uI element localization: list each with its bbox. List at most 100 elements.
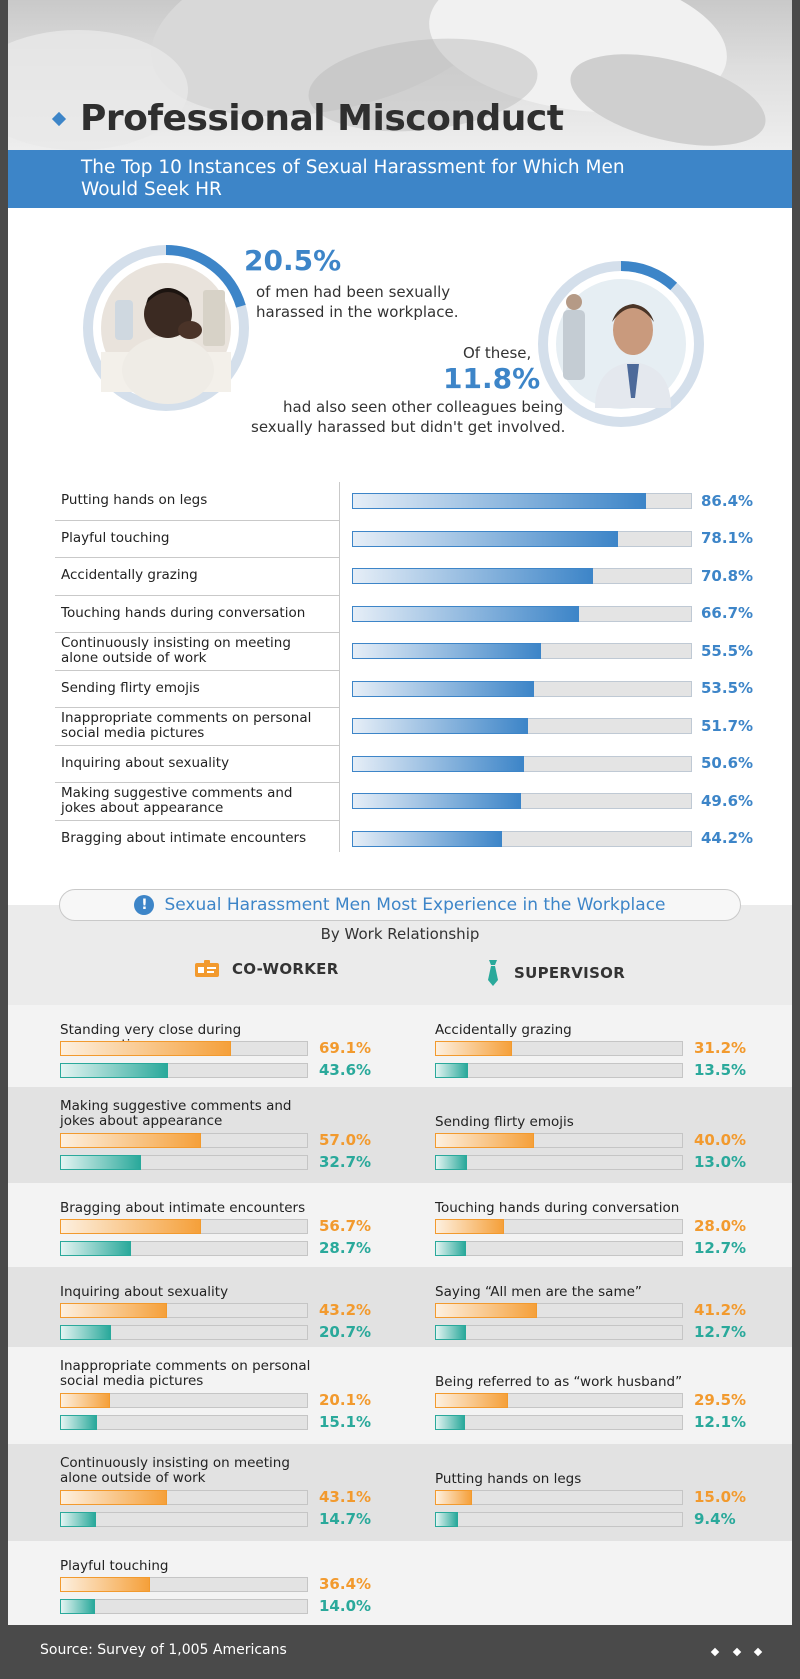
supervisor-bar <box>60 1415 98 1430</box>
footer-diamond-icon <box>753 1647 763 1657</box>
item-label: Bragging about intimate encounters <box>60 1200 306 1216</box>
page-title: Professional Misconduct <box>80 98 564 139</box>
panel-item: Continuously insisting on meeting alone … <box>8 1444 383 1541</box>
title-row: Professional Misconduct <box>51 98 564 139</box>
coworker-bar <box>60 1577 151 1592</box>
page-subtitle: The Top 10 Instances of Sexual Harassmen… <box>81 157 625 200</box>
supervisor-value-label: 15.1% <box>319 1413 372 1431</box>
supervisor-bar <box>435 1155 468 1170</box>
legend-supervisor-label: SUPERVISOR <box>514 964 626 982</box>
exclamation-icon: ! <box>134 895 155 915</box>
coworker-value-label: 41.2% <box>694 1301 747 1319</box>
row-separator <box>55 594 339 596</box>
bar-label: Putting hands on legs <box>61 492 208 509</box>
bar-label: Continuously insisting on meeting alone … <box>61 634 291 666</box>
item-label: Putting hands on legs <box>435 1471 582 1487</box>
bar-value-label: 51.7% <box>701 716 754 735</box>
chart-row: Inappropriate comments on personal socia… <box>55 707 755 745</box>
bar-label: Inquiring about sexuality <box>61 754 230 771</box>
item-label: Touching hands during conversation <box>435 1200 680 1216</box>
panel-item: Making suggestive comments and jokes abo… <box>8 1087 383 1183</box>
coworker-bar <box>60 1041 232 1056</box>
necktie-icon <box>488 960 498 986</box>
panel-item: Inappropriate comments on personal socia… <box>8 1347 383 1444</box>
chart-row: Bragging about intimate encounters 44.2% <box>55 820 755 858</box>
stat2-intro: Of these, <box>463 344 532 362</box>
row-separator <box>55 669 339 671</box>
coworker-bar <box>435 1490 473 1505</box>
bar-track <box>435 1512 683 1527</box>
coworker-bar <box>435 1041 513 1056</box>
coworker-bar <box>60 1219 201 1234</box>
supervisor-value-label: 20.7% <box>319 1323 372 1341</box>
bar <box>352 568 593 584</box>
chart-row: Continuously insisting on meeting alone … <box>55 632 755 670</box>
coworker-bar <box>60 1393 110 1408</box>
legend-coworker: CO-WORKER <box>194 960 339 978</box>
bar-value-label: 66.7% <box>701 604 754 623</box>
bar-label: Bragging about intimate encounters <box>61 829 307 846</box>
chart-row: Accidentally grazing 70.8% <box>55 557 755 595</box>
coworker-bar <box>60 1133 202 1148</box>
stat2-text-line2: sexually harassed but didn't get involve… <box>251 418 566 436</box>
section2-subtitle: By Work Relationship <box>320 925 480 943</box>
supervisor-value-label: 13.5% <box>694 1061 747 1079</box>
chart-row: Touching hands during conversation 66.7% <box>55 595 755 633</box>
chart-row: Putting hands on legs 86.4% <box>55 482 755 520</box>
supervisor-bar <box>435 1063 469 1078</box>
bar <box>352 680 534 697</box>
row-separator <box>55 744 339 746</box>
item-label: Accidentally grazing <box>435 1022 572 1038</box>
panel-item: Standing very close during conversation6… <box>8 1005 383 1087</box>
stat1-text-line2: harassed in the workplace. <box>256 303 459 321</box>
infographic: Professional Misconduct The Top 10 Insta… <box>8 0 792 1625</box>
coworker-value-label: 31.2% <box>694 1039 747 1057</box>
bar-label: Sending flirty emojis <box>61 679 200 696</box>
footer-diamond-icon <box>710 1647 720 1657</box>
panel-item: Being referred to as “work husband” 29.5%… <box>383 1347 792 1444</box>
bar-track <box>435 1063 683 1078</box>
chart-row: Playful touching 78.1% <box>55 520 755 558</box>
coworker-value-label: 20.1% <box>319 1391 372 1409</box>
supervisor-bar <box>60 1063 169 1078</box>
coworker-value-label: 69.1% <box>319 1039 372 1057</box>
footer-diamond-icon <box>732 1647 742 1657</box>
stat2-value: 11.8% <box>443 362 541 395</box>
stat1-text-line1: of men had been sexually <box>256 283 451 301</box>
supervisor-bar <box>435 1512 459 1527</box>
panel-item: Sending flirty emojis 40.0% 13.0% <box>383 1087 792 1183</box>
bar <box>352 793 521 809</box>
legend-coworker-label: CO-WORKER <box>232 960 339 978</box>
section2-title-pill: ! Sexual Harassment Men Most Experience … <box>59 889 741 921</box>
bar-value-label: 44.2% <box>701 829 754 848</box>
id-badge-icon <box>195 960 219 977</box>
chart-divider <box>339 482 340 852</box>
supervisor-value-label: 9.4% <box>694 1510 736 1528</box>
footer: Source: Survey of 1,005 Americans <box>0 1625 800 1679</box>
panel-item: Inquiring about sexuality 43.2% 20.7% <box>8 1267 383 1347</box>
coworker-value-label: 57.0% <box>319 1131 372 1149</box>
row-separator <box>55 519 339 521</box>
chart-row: Making suggestive comments and jokes abo… <box>55 782 755 820</box>
supervisor-bar <box>60 1512 97 1527</box>
section2-title: Sexual Harassment Men Most Experience in… <box>164 895 666 915</box>
bar-label: Making suggestive comments and jokes abo… <box>61 784 293 816</box>
supervisor-value-label: 28.7% <box>319 1239 372 1257</box>
top10-bar-chart: Putting hands on legs 86.4% Playful touchi… <box>55 482 755 852</box>
bar-track <box>60 1599 308 1614</box>
coworker-bar <box>435 1303 538 1318</box>
source-note: Source: Survey of 1,005 Americans <box>40 1642 287 1658</box>
supervisor-bar <box>60 1155 142 1170</box>
coworker-value-label: 36.4% <box>319 1575 372 1593</box>
panel-item: Bragging about intimate encounters 56.7% 2… <box>8 1183 383 1267</box>
bar-value-label: 49.6% <box>701 791 754 810</box>
coworker-value-label: 43.1% <box>319 1488 372 1506</box>
stat2-ring <box>538 261 704 427</box>
panel-item: Accidentally grazing 31.2% 13.5% <box>383 1005 792 1087</box>
bar-track <box>435 1415 683 1430</box>
bar-track <box>435 1490 683 1505</box>
legend-supervisor: SUPERVISOR <box>486 960 625 986</box>
panel-item: Touching hands during conversation 28.0% 1… <box>383 1183 792 1267</box>
bar <box>352 643 541 659</box>
diamond-icon <box>51 111 67 126</box>
